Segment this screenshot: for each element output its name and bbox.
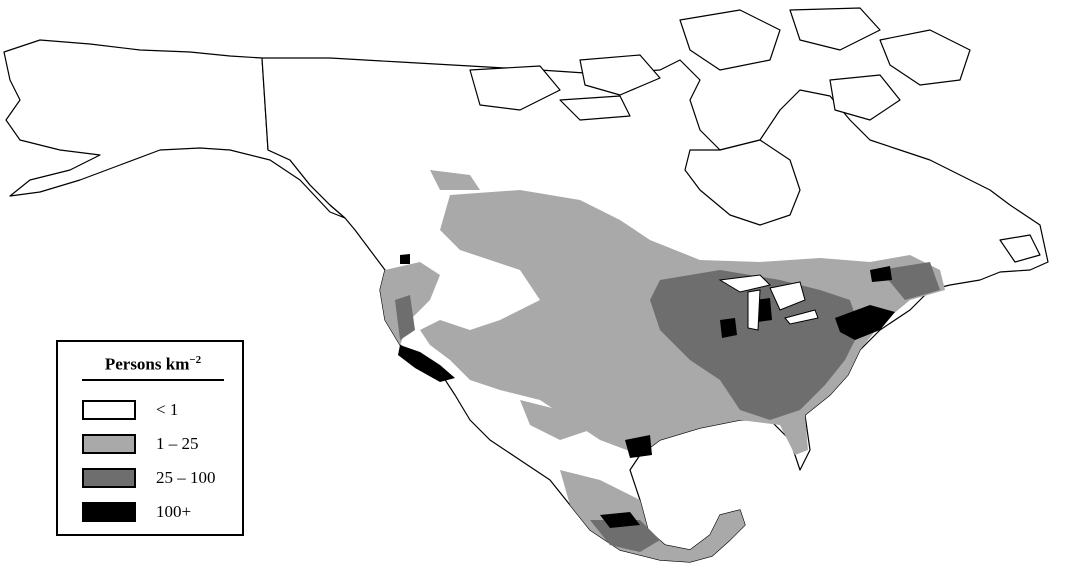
legend-label: 100+ (156, 502, 192, 521)
arctic-island (789, 7, 881, 51)
legend-title-exponent: −2 (189, 354, 202, 366)
hudson-bay (684, 139, 801, 226)
legend-label: 1 – 25 (156, 434, 199, 453)
arctic-island (679, 9, 781, 71)
arctic-island (829, 74, 901, 121)
lake-superior (718, 274, 771, 293)
arctic-island (469, 65, 561, 111)
legend-row-100-plus: 100+ (82, 502, 232, 524)
density-class-100-plus (398, 254, 895, 528)
lake-huron (769, 281, 806, 311)
arctic-island (579, 54, 661, 96)
legend-swatch-black (82, 502, 136, 522)
legend-title: Persons km−2 (82, 354, 224, 381)
legend-row-1-25: 1 – 25 (82, 434, 232, 456)
arctic-island (879, 29, 971, 86)
legend-row-less-than-1: < 1 (82, 400, 232, 422)
map-legend: Persons km−2 < 1 1 – 25 25 – 100 100+ (56, 340, 244, 536)
legend-label: 25 – 100 (156, 468, 216, 487)
arctic-island (559, 95, 631, 121)
density-class-25-100 (395, 262, 940, 552)
legend-swatch-light-gray (82, 434, 136, 454)
legend-row-25-100: 25 – 100 (82, 468, 232, 490)
legend-swatch-dark-gray (82, 468, 136, 488)
legend-label: < 1 (156, 400, 179, 419)
great-lakes (718, 274, 819, 331)
lake-erie (784, 309, 819, 325)
alaska-landmass (3, 39, 346, 219)
island-newfoundland (999, 234, 1041, 263)
lake-michigan (747, 289, 761, 331)
legend-swatch-white (82, 400, 136, 420)
